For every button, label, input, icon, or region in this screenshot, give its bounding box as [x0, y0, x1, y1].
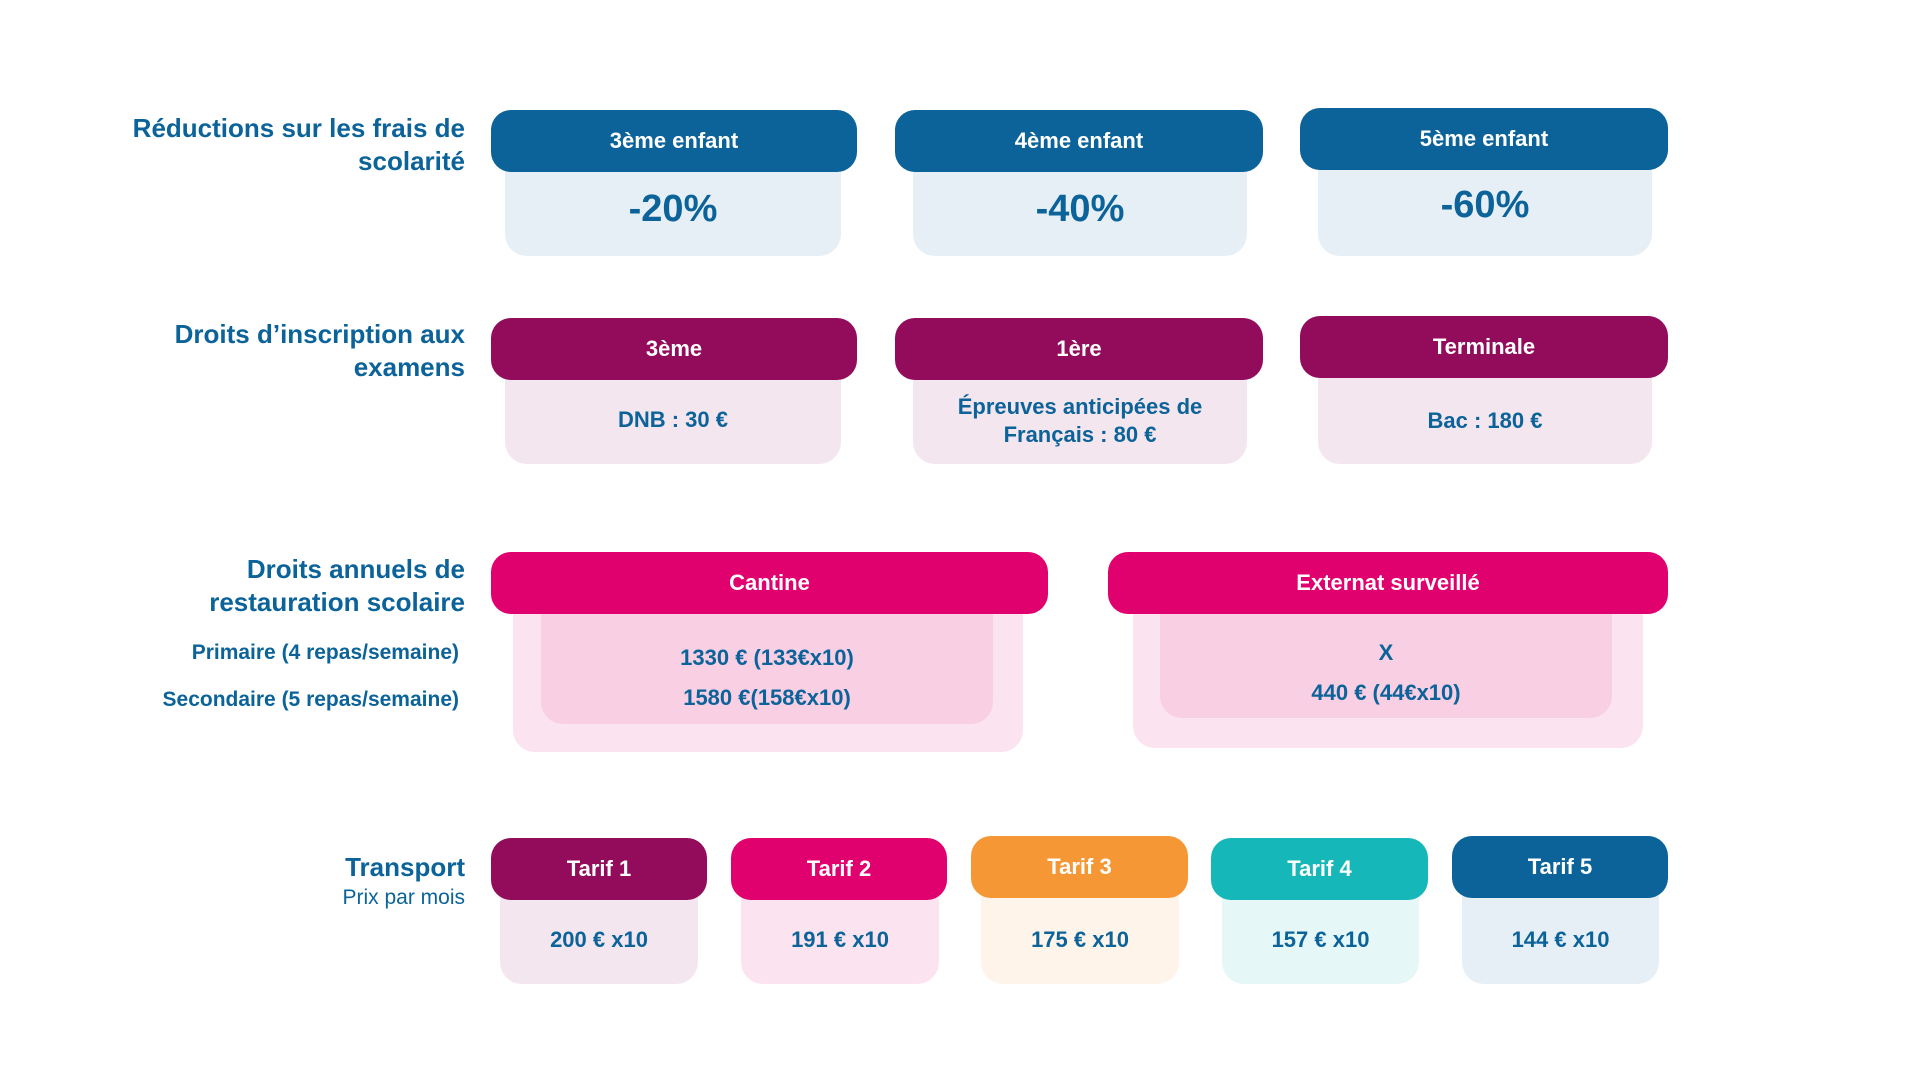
reduction-value: -20% [628, 187, 718, 230]
tarif-card-title: Tarif 2 [731, 838, 947, 900]
exam-value: DNB : 30 € [617, 407, 729, 432]
externat-primaire-value: X [1378, 640, 1394, 665]
exam-card-title: Terminale [1300, 316, 1668, 378]
secondaire-label: Secondaire (5 repas/semaine) [162, 688, 459, 711]
exam-card-title: 1ère [895, 318, 1263, 380]
transport-sublabel: Prix par mois [342, 886, 465, 909]
externat-secondaire-value: 440 € (44€x10) [1311, 680, 1461, 705]
transport-label: Transport [345, 852, 465, 882]
tarif-card-4: 157 € x10 Tarif 4 [1211, 838, 1428, 984]
primaire-label: Primaire (4 repas/semaine) [191, 641, 459, 664]
reduction-value: -60% [1440, 183, 1530, 226]
cantine-card: 1330 € (133€x10) 1580 €(158€x10) Cantine [491, 552, 1048, 752]
restauration-label: Droits annuels de restauration scolaire [209, 554, 465, 617]
externat-card-title: Externat surveillé [1108, 552, 1668, 614]
tarif-card-title: Tarif 5 [1452, 836, 1668, 898]
tarif-card-3: 175 € x10 Tarif 3 [971, 836, 1188, 984]
cantine-card-title: Cantine [491, 552, 1048, 614]
tarif-value: 175 € x10 [1031, 927, 1129, 952]
tarif-card-title: Tarif 3 [971, 836, 1188, 898]
reduction-value: -40% [1035, 187, 1125, 230]
exams-label: Droits d’inscription aux examens [174, 319, 465, 382]
tarif-value: 200 € x10 [550, 927, 648, 952]
reduction-card-title: 3ème enfant [491, 110, 857, 172]
reduction-card-5: -60% 5ème enfant [1300, 108, 1668, 256]
cantine-primaire-value: 1330 € (133€x10) [680, 645, 854, 670]
tarif-card-1: 200 € x10 Tarif 1 [491, 838, 707, 984]
tarif-value: 157 € x10 [1271, 927, 1370, 952]
exam-card-3eme: DNB : 30 € 3ème [491, 318, 857, 464]
tarif-value: 144 € x10 [1511, 927, 1610, 952]
exam-value: Épreuves anticipées de Français : 80 € [957, 394, 1203, 447]
tarif-card-2: 191 € x10 Tarif 2 [731, 838, 947, 984]
exam-value: Bac : 180 € [1427, 408, 1543, 433]
reductions-label: Réductions sur les frais de scolarité [132, 113, 465, 176]
tarif-card-title: Tarif 4 [1211, 838, 1428, 900]
cantine-secondaire-value: 1580 €(158€x10) [683, 685, 851, 710]
tarif-card-5: 144 € x10 Tarif 5 [1452, 836, 1668, 984]
cantine-values: 1330 € (133€x10) 1580 €(158€x10) [541, 592, 993, 724]
reduction-card-3: -20% 3ème enfant [491, 110, 857, 256]
reduction-card-4: -40% 4ème enfant [895, 110, 1263, 256]
reduction-card-title: 4ème enfant [895, 110, 1263, 172]
exam-card-terminale: Bac : 180 € Terminale [1300, 316, 1668, 464]
exam-card-1ere: Épreuves anticipées de Français : 80 € 1… [895, 318, 1263, 464]
tarif-card-title: Tarif 1 [491, 838, 707, 900]
reduction-card-title: 5ème enfant [1300, 108, 1668, 170]
tarif-value: 191 € x10 [791, 927, 889, 952]
exam-card-title: 3ème [491, 318, 857, 380]
externat-card: X 440 € (44€x10) Externat surveillé [1108, 552, 1668, 748]
